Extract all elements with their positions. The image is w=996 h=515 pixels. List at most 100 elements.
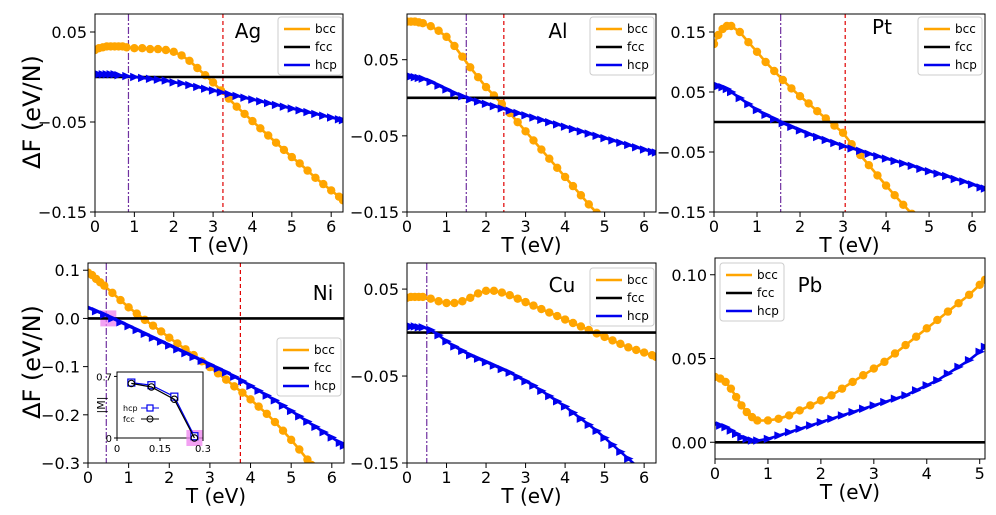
data-point-bcc [177, 51, 186, 60]
data-point-bcc [576, 191, 586, 200]
inset-x-tick-label: 0 [114, 444, 120, 455]
data-point-hcp [859, 404, 869, 413]
x-tick-label: 4 [881, 217, 891, 236]
data-point-bcc [813, 107, 822, 116]
data-point-bcc [584, 200, 594, 209]
data-point-hcp [869, 401, 880, 410]
data-point-bcc [933, 315, 942, 325]
x-tick-label: 4 [560, 468, 570, 487]
data-point-hcp [529, 113, 539, 122]
data-point-hcp [901, 391, 911, 400]
ylabel-top: ΔF (eV/N) [18, 55, 46, 169]
data-point-hcp [450, 342, 460, 351]
data-point-bcc [326, 186, 336, 195]
data-point-hcp [208, 86, 219, 95]
series-line-hcp [407, 325, 636, 463]
panel-pt: 0 1 2 3 4 5 6 −0.15 −0.05 0.05 0.15 T (eV) Pt bcc fcc h… [657, 13, 986, 257]
data-point-hcp [122, 71, 132, 81]
data-point-hcp [922, 381, 932, 390]
x-axis-label: T (eV) [819, 480, 880, 504]
data-point-hcp [145, 74, 156, 83]
data-point-hcp [742, 434, 752, 444]
data-point-bcc [964, 290, 974, 300]
x-tick-label: 2 [816, 464, 826, 483]
data-point-hcp [954, 362, 964, 372]
x-axis-label: T (eV) [185, 484, 246, 508]
data-point-hcp [899, 159, 909, 168]
y-tick-label: 0.05 [363, 280, 399, 299]
data-point-hcp [287, 104, 298, 113]
data-point-hcp [513, 108, 523, 118]
data-point-hcp [568, 124, 579, 134]
data-point-hcp [924, 167, 935, 176]
data-point-hcp [890, 156, 900, 166]
data-point-hcp [761, 110, 771, 119]
x-tick-label: 1 [752, 217, 762, 236]
data-point-bcc [795, 92, 805, 101]
data-point-hcp [254, 386, 264, 395]
data-point-hcp [161, 76, 172, 85]
data-point-hcp [753, 436, 763, 445]
data-point-hcp [311, 422, 321, 432]
y-tick-label: −0.15 [350, 454, 399, 473]
data-point-hcp [270, 396, 281, 405]
legend-label-fcc: fcc [757, 286, 774, 300]
data-point-bcc [442, 298, 451, 308]
data-point-hcp [319, 111, 329, 120]
data-point-hcp [950, 174, 961, 184]
x-tick-label: 5 [975, 464, 985, 483]
data-point-bcc [552, 311, 562, 321]
inset-magnetization: 0 0.15 0.3 0 0.7 |M| hcp fcc [95, 371, 211, 455]
data-point-hcp [450, 89, 460, 98]
data-point-bcc [156, 327, 166, 336]
plot-area [407, 14, 656, 212]
data-point-bcc [262, 409, 271, 419]
data-point-hcp [545, 117, 555, 127]
data-point-hcp [177, 79, 187, 88]
x-tick-label: 4 [560, 217, 570, 236]
legend-label-hcp: hcp [627, 309, 649, 323]
y-tick-label: −0.3 [41, 454, 80, 473]
data-point-bcc [232, 102, 241, 111]
data-point-bcc [100, 281, 109, 290]
data-point-bcc [458, 52, 467, 61]
data-point-hcp [426, 77, 436, 86]
data-point-bcc [600, 332, 609, 342]
data-point-bcc [426, 294, 435, 303]
x-tick-label: 0 [83, 468, 93, 487]
data-point-bcc [287, 152, 297, 162]
data-point-hcp [473, 97, 484, 106]
data-point-bcc [319, 179, 328, 189]
data-point-hcp [980, 342, 985, 351]
legend-label-bcc: bcc [314, 343, 335, 357]
x-tick-label: 3 [205, 468, 215, 487]
data-point-bcc [240, 109, 249, 119]
data-point-hcp [458, 346, 468, 356]
data-point-hcp [778, 119, 789, 128]
data-point-bcc [426, 21, 435, 31]
inset-legend-marker-fcc [146, 415, 154, 423]
x-tick-label: 1 [441, 468, 451, 487]
legend-label-hcp: hcp [627, 58, 649, 72]
x-tick-label: 1 [124, 468, 134, 487]
data-point-hcp [91, 306, 102, 316]
data-point-hcp [784, 428, 795, 437]
data-point-bcc [848, 377, 857, 387]
data-point-bcc [248, 116, 257, 126]
data-point-bcc [271, 138, 281, 147]
data-point-bcc [651, 352, 656, 362]
data-point-bcc [521, 127, 530, 136]
data-point-hcp [816, 417, 827, 427]
inset-legend-label-fcc: fcc [123, 415, 135, 424]
data-point-hcp [278, 401, 289, 410]
data-point-hcp [716, 421, 726, 430]
data-point-bcc [295, 445, 304, 454]
data-point-hcp [238, 376, 248, 386]
data-point-hcp [256, 97, 266, 106]
y-tick-label: −0.15 [657, 203, 706, 222]
legend-label-fcc: fcc [955, 40, 972, 54]
data-point-hcp [108, 314, 118, 323]
panel-ni: 0 1 2 3 4 5 6 −0.3 −0.2 −0.1 0.0 0.1 T (eV) Ni bcc fcc h… [41, 261, 345, 508]
data-point-hcp [727, 87, 737, 97]
x-tick-label: 3 [869, 464, 879, 483]
